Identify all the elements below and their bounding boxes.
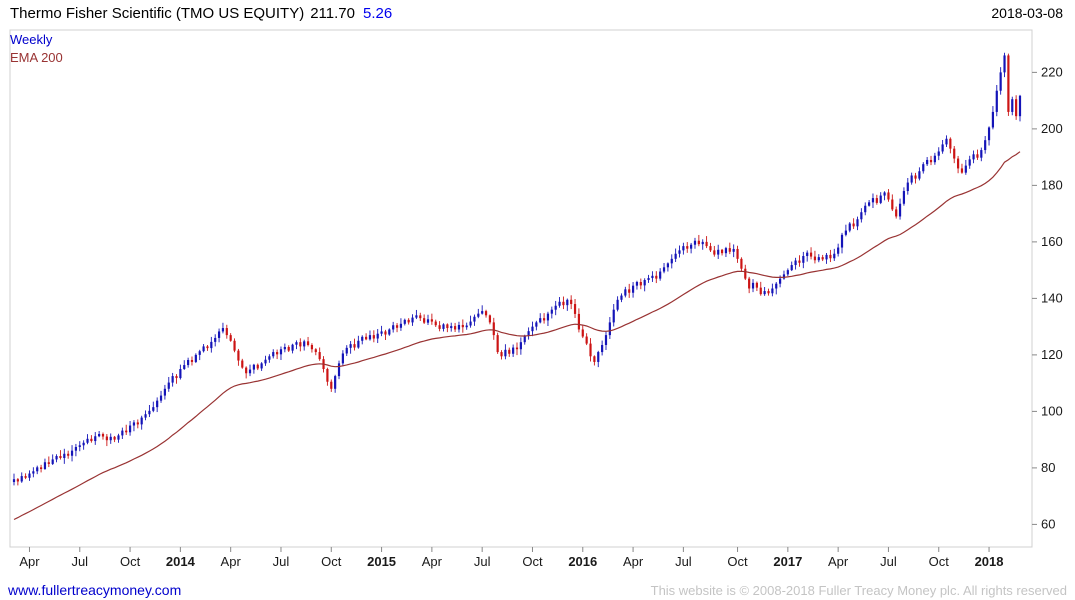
svg-text:Apr: Apr bbox=[623, 554, 644, 569]
last-price: 211.70 bbox=[310, 5, 355, 22]
svg-text:120: 120 bbox=[1041, 347, 1063, 362]
svg-text:Oct: Oct bbox=[120, 554, 141, 569]
price-change: 5.26 bbox=[362, 5, 393, 22]
candles-group bbox=[12, 52, 1022, 486]
svg-text:220: 220 bbox=[1041, 64, 1063, 79]
copyright-text: This website is © 2008-2018 Fuller Treac… bbox=[650, 583, 1067, 598]
svg-text:Apr: Apr bbox=[828, 554, 849, 569]
plot-frame bbox=[9, 29, 1033, 548]
instrument-name: Thermo Fisher Scientific (TMO US EQUITY) bbox=[10, 5, 305, 22]
y-axis: 60 80 100 120 140 160 180 200 220 bbox=[1032, 64, 1063, 531]
x-axis: Apr Jul Oct 2014 Apr Jul Oct 2015 Apr Jul Oct 2016 A… bbox=[19, 547, 1004, 569]
svg-text:140: 140 bbox=[1041, 290, 1063, 305]
svg-text:Oct: Oct bbox=[727, 554, 748, 569]
svg-text:2017: 2017 bbox=[773, 554, 802, 569]
chart-title: Thermo Fisher Scientific (TMO US EQUITY)… bbox=[10, 5, 392, 22]
svg-text:100: 100 bbox=[1041, 403, 1063, 418]
svg-text:2014: 2014 bbox=[166, 554, 196, 569]
svg-text:Jul: Jul bbox=[675, 554, 692, 569]
svg-text:80: 80 bbox=[1041, 460, 1055, 475]
svg-text:Oct: Oct bbox=[321, 554, 342, 569]
svg-text:2018: 2018 bbox=[975, 554, 1004, 569]
chart-date: 2018-03-08 bbox=[991, 5, 1063, 21]
chart-legend: Weekly EMA 200 bbox=[10, 31, 63, 67]
svg-text:60: 60 bbox=[1041, 516, 1055, 531]
svg-text:Jul: Jul bbox=[880, 554, 897, 569]
svg-text:160: 160 bbox=[1041, 234, 1063, 249]
ema-200-line bbox=[13, 151, 1021, 521]
legend-weekly-label: Weekly bbox=[10, 32, 53, 47]
svg-text:Jul: Jul bbox=[273, 554, 290, 569]
legend-ema-label: EMA 200 bbox=[10, 50, 63, 65]
svg-text:Apr: Apr bbox=[422, 554, 443, 569]
svg-text:Oct: Oct bbox=[929, 554, 950, 569]
page-footer: www.fullertreacymoney.com This website i… bbox=[8, 582, 1067, 598]
svg-text:Apr: Apr bbox=[221, 554, 242, 569]
svg-text:Apr: Apr bbox=[19, 554, 40, 569]
site-link[interactable]: www.fullertreacymoney.com bbox=[8, 582, 182, 598]
svg-text:Jul: Jul bbox=[71, 554, 88, 569]
svg-text:2015: 2015 bbox=[367, 554, 396, 569]
svg-text:180: 180 bbox=[1041, 177, 1063, 192]
chart-header: Thermo Fisher Scientific (TMO US EQUITY)… bbox=[10, 5, 1063, 22]
svg-text:Jul: Jul bbox=[474, 554, 491, 569]
svg-text:2016: 2016 bbox=[568, 554, 597, 569]
svg-text:Oct: Oct bbox=[522, 554, 543, 569]
svg-text:200: 200 bbox=[1041, 121, 1063, 136]
